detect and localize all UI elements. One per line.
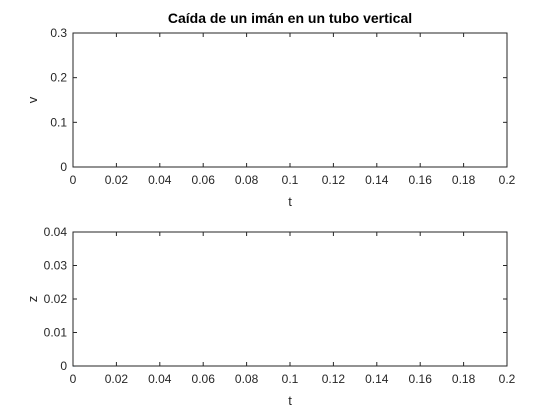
position-x-tick-label: 0.2 xyxy=(499,372,516,386)
velocity-y-tick-label: 0.3 xyxy=(50,26,67,40)
position-y-axis-label: z xyxy=(25,296,40,303)
velocity-x-tick-label: 0.08 xyxy=(235,173,259,187)
position-x-tick-label: 0.16 xyxy=(409,372,433,386)
velocity-x-tick-label: 0 xyxy=(70,173,77,187)
velocity-x-tick-label: 0.18 xyxy=(452,173,476,187)
position-x-tick-label: 0.18 xyxy=(452,372,476,386)
position-axes: 0 0.02 0.04 0.06 0.08 0.1 0.12 0.14 0.16 0.18 0.2 0… xyxy=(25,225,516,408)
position-x-tick-label: 0.06 xyxy=(192,372,216,386)
chart-title: Caída de un imán en un tubo vertical xyxy=(168,10,412,26)
position-x-tick-label: 0.04 xyxy=(148,372,172,386)
position-y-tick-label: 0.02 xyxy=(44,292,68,306)
velocity-x-axis-label: t xyxy=(288,194,292,209)
velocity-x-tick-label: 0.02 xyxy=(105,173,129,187)
position-x-tick-label: 0.02 xyxy=(105,372,129,386)
velocity-x-tick-label: 0.1 xyxy=(282,173,299,187)
velocity-axes: 0 0.02 0.04 0.06 0.08 0.1 0.12 0.14 0.16 0.18 0.2 0… xyxy=(25,26,516,209)
velocity-x-tick-label: 0.04 xyxy=(148,173,172,187)
velocity-x-tick-label: 0.06 xyxy=(192,173,216,187)
position-x-tick-label: 0.12 xyxy=(322,372,346,386)
position-x-axis-label: t xyxy=(288,393,292,408)
position-x-tick-label: 0.08 xyxy=(235,372,259,386)
position-x-tick-label: 0 xyxy=(70,372,77,386)
velocity-y-tick-label: 0.2 xyxy=(50,71,67,85)
velocity-y-axis-label: v xyxy=(25,96,40,103)
position-y-tick-label: 0.03 xyxy=(44,259,68,273)
velocity-x-tick-label: 0.14 xyxy=(365,173,389,187)
velocity-x-tick-label: 0.2 xyxy=(499,173,516,187)
velocity-axes-box xyxy=(72,32,508,168)
position-y-tick-label: 0.01 xyxy=(44,326,68,340)
position-x-tick-label: 0.14 xyxy=(365,372,389,386)
position-y-tick-label: 0.04 xyxy=(44,225,68,239)
velocity-x-tick-label: 0.16 xyxy=(409,173,433,187)
velocity-x-tick-label: 0.12 xyxy=(322,173,346,187)
velocity-y-tick-label: 0 xyxy=(60,160,67,174)
position-y-tick-label: 0 xyxy=(60,359,67,373)
position-x-tick-label: 0.1 xyxy=(282,372,299,386)
position-axes-box xyxy=(72,231,508,367)
velocity-y-tick-label: 0.1 xyxy=(50,115,67,129)
